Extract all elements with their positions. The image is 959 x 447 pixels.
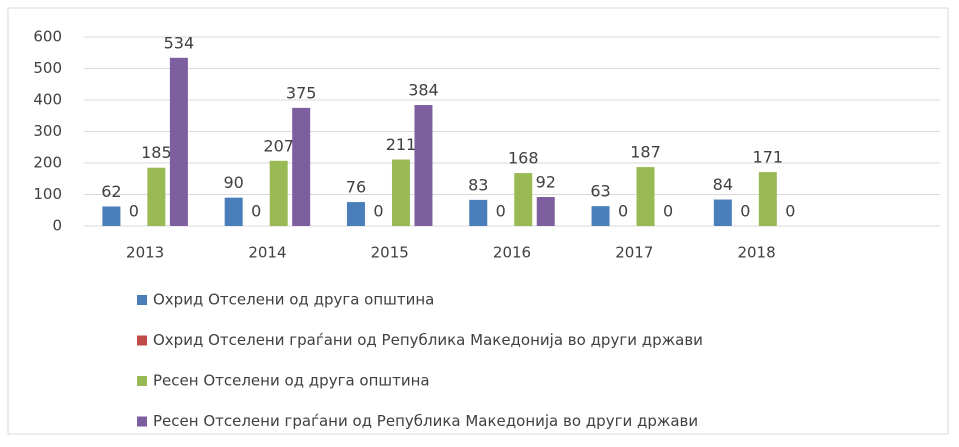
data-label: 0 [373, 202, 383, 221]
data-label: 384 [408, 81, 439, 100]
data-label: 83 [468, 175, 488, 194]
x-tick-label: 2018 [737, 244, 775, 262]
data-label: 0 [251, 202, 261, 221]
data-label: 0 [740, 202, 750, 221]
x-tick-label: 2015 [371, 244, 409, 262]
legend-label: Ресен Отселени од друга општина [153, 372, 430, 390]
bar [636, 167, 655, 226]
data-label: 534 [164, 33, 195, 52]
data-label: 211 [386, 135, 417, 154]
legend-swatch [137, 416, 147, 427]
bar [102, 206, 121, 226]
bar [224, 197, 243, 226]
data-label: 0 [129, 202, 139, 221]
y-tick-label: 200 [33, 154, 62, 172]
bar [269, 160, 288, 226]
data-label: 0 [618, 202, 628, 221]
y-tick-label: 100 [33, 185, 62, 203]
data-label: 84 [713, 175, 733, 194]
data-label: 90 [223, 173, 243, 192]
legend-label: Охрид Отселени граѓани од Република Маке… [153, 331, 703, 349]
y-tick-label: 500 [33, 59, 62, 77]
legend-swatch [137, 335, 147, 346]
legend-label: Ресен Отселени граѓани од Република Маке… [153, 412, 698, 430]
x-tick-label: 2014 [248, 244, 286, 262]
x-tick-label: 2016 [493, 244, 531, 262]
y-tick-label: 0 [52, 217, 62, 235]
bar [713, 199, 732, 226]
data-label: 187 [630, 143, 661, 162]
bar [591, 206, 610, 226]
data-label: 168 [508, 149, 539, 168]
bar [758, 172, 777, 226]
bar [414, 105, 433, 226]
y-tick-label: 300 [33, 122, 62, 140]
data-label: 63 [590, 182, 610, 201]
data-label: 171 [753, 148, 784, 167]
bar [169, 57, 188, 226]
legend-label: Охрид Отселени од друга општина [153, 291, 434, 309]
x-tick-label: 2017 [615, 244, 653, 262]
data-label: 375 [286, 83, 317, 102]
bar [469, 199, 488, 226]
data-label: 62 [101, 182, 121, 201]
data-label: 0 [785, 202, 795, 221]
data-label: 76 [346, 178, 366, 197]
bar [536, 197, 555, 226]
data-label: 207 [263, 136, 294, 155]
data-label: 185 [141, 143, 172, 162]
data-label: 0 [663, 202, 673, 221]
y-tick-label: 400 [33, 91, 62, 109]
bar [391, 159, 410, 226]
y-tick-label: 600 [33, 28, 62, 46]
bar [346, 202, 365, 226]
data-label: 92 [536, 173, 556, 192]
bar [292, 107, 311, 226]
data-label: 0 [496, 202, 506, 221]
bar [514, 173, 533, 226]
bar [147, 167, 166, 226]
legend-swatch [137, 376, 147, 386]
legend-swatch [137, 295, 147, 305]
x-tick-label: 2013 [126, 244, 164, 262]
